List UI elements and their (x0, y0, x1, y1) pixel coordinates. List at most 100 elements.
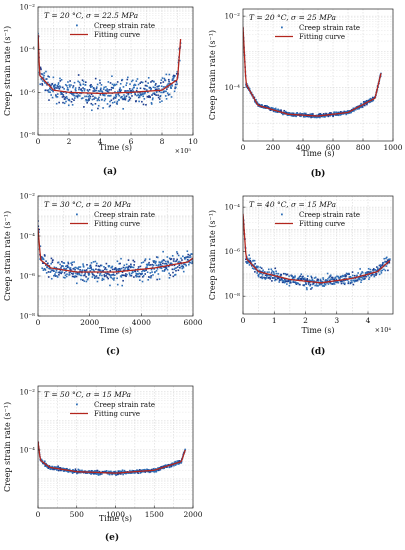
scatter-point (135, 80, 138, 82)
scatter-point (116, 100, 119, 103)
scatter-point (114, 91, 116, 93)
scatter-point (93, 470, 95, 473)
scatter-point (124, 90, 126, 92)
scatter-point (53, 274, 55, 277)
scatter-point (74, 275, 77, 277)
scatter-point (376, 267, 379, 269)
scatter-point (81, 271, 83, 274)
scatter-point (95, 264, 98, 267)
scatter-point (343, 279, 345, 282)
scatter-point (331, 278, 333, 281)
scatter-point (49, 88, 52, 91)
scatter-point (340, 282, 343, 285)
scatter-point (144, 84, 147, 87)
scatter-point (106, 276, 109, 279)
scatter-point (50, 94, 52, 96)
scatter-point (348, 110, 351, 112)
scatter-point (119, 262, 121, 265)
scatter-point (73, 267, 76, 269)
scatter-point (99, 274, 101, 277)
scatter-point (319, 278, 322, 281)
scatter-series (38, 441, 187, 476)
scatter-point (87, 274, 90, 276)
scatter-point (357, 278, 359, 281)
scatter-point (159, 261, 161, 264)
scatter-point (167, 261, 170, 264)
scatter-point (352, 279, 354, 282)
scatter-point (308, 281, 310, 284)
scatter-point (127, 268, 130, 271)
scatter-point (147, 276, 150, 278)
scatter-point (374, 272, 377, 274)
scatter-point (90, 93, 93, 96)
scatter-point (169, 465, 172, 468)
y-tick-label: 10⁻⁴ (20, 446, 36, 454)
scatter-point (152, 467, 155, 470)
scatter-point (118, 88, 121, 91)
scatter-point (100, 270, 102, 272)
scatter-point (274, 267, 277, 270)
scatter-point (273, 276, 276, 279)
scatter-point (157, 94, 159, 97)
scatter-point (311, 286, 313, 289)
scatter-point (127, 100, 130, 102)
scatter-point (127, 267, 129, 270)
scatter-point (386, 260, 388, 263)
scatter-point (330, 282, 333, 285)
scatter-point (38, 228, 40, 231)
scatter-point (156, 88, 158, 91)
scatter-point (53, 274, 56, 277)
scatter-point (388, 259, 391, 261)
scatter-point (370, 273, 373, 276)
scatter-point (280, 278, 283, 281)
scatter-point (273, 277, 275, 279)
scatter-point (69, 267, 72, 269)
scatter-point (187, 259, 190, 262)
scatter-point (313, 277, 316, 279)
scatter-point (48, 265, 51, 267)
scatter-point (42, 76, 45, 79)
scatter-point (127, 76, 129, 79)
scatter-point (375, 272, 378, 275)
scatter-point (84, 95, 86, 98)
scatter-point (91, 98, 94, 101)
scatter-point (285, 273, 288, 276)
scatter-point (88, 94, 91, 97)
scatter-point (120, 257, 122, 260)
scatter-point (274, 111, 277, 113)
scatter-point (50, 89, 53, 91)
scatter-point (346, 279, 349, 281)
scatter-point (117, 92, 120, 95)
x-tick-label: 3 (334, 316, 339, 325)
scatter-point (352, 283, 355, 286)
scatter-point (338, 277, 340, 279)
scatter-point (43, 254, 46, 256)
scatter-point (123, 96, 126, 98)
scatter-point (79, 269, 81, 271)
scatter-point (311, 116, 314, 118)
scatter-point (155, 264, 158, 267)
scatter-point (359, 278, 361, 281)
scatter-point (387, 269, 389, 272)
chart-title: T = 20 °C, σ = 22.5 MPa (44, 11, 138, 20)
scatter-point (168, 466, 171, 469)
scatter-point (100, 87, 102, 90)
scatter-point (99, 94, 102, 96)
scatter-point (251, 267, 254, 270)
scatter-point (172, 78, 174, 81)
scatter-point (183, 263, 186, 266)
scatter-point (297, 277, 299, 280)
scatter-point (310, 276, 313, 279)
scatter-point (121, 274, 123, 276)
legend-scatter-marker (76, 403, 78, 406)
scatter-point (104, 272, 107, 274)
scatter-point (76, 472, 78, 475)
scatter-point (144, 91, 146, 94)
scatter-point (347, 282, 350, 285)
scatter-point (89, 265, 91, 267)
scatter-point (101, 91, 104, 94)
scatter-point (312, 282, 315, 285)
scatter-point (80, 471, 82, 474)
scatter-point (92, 268, 95, 271)
scatter-point (41, 73, 44, 76)
